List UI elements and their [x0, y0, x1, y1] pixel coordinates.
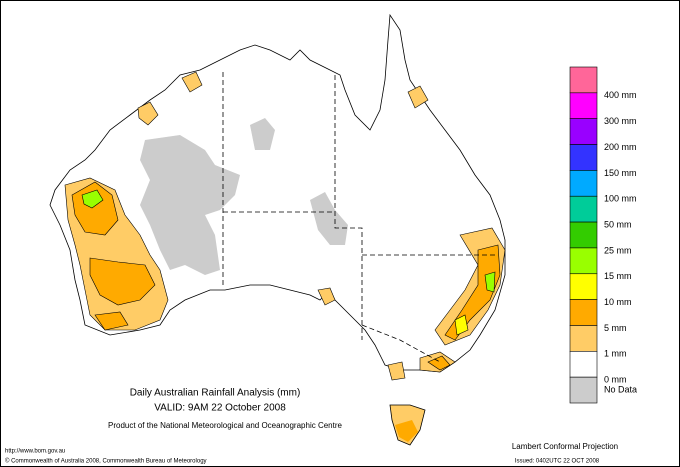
legend-label: 50 mm — [604, 219, 632, 229]
legend-swatch — [569, 273, 598, 300]
rainfall-areas — [64, 71, 506, 381]
legend-swatch — [569, 144, 598, 171]
product-note: Product of the National Meteorological a… — [108, 421, 342, 430]
legend-swatch — [569, 325, 598, 352]
legend-swatch — [569, 92, 598, 119]
legend-label: 300 mm — [604, 116, 637, 126]
mainland — [49, 13, 506, 373]
legend: 400 mm 300 mm 200 mm 150 mm 100 mm 50 mm 25 mm… — [569, 66, 637, 404]
legend-swatch — [569, 170, 598, 197]
valid-time: VALID: 9AM 22 October 2008 — [154, 403, 286, 414]
legend-swatch — [569, 118, 598, 145]
legend-label: 100 mm — [604, 194, 637, 204]
legend-swatch — [569, 376, 598, 404]
legend-label: 10 mm — [604, 297, 632, 307]
legend-label: 25 mm — [604, 245, 632, 255]
legend-swatch — [569, 221, 598, 249]
legend-label: 200 mm — [604, 142, 637, 152]
copyright: © Commonwealth of Australia 2008, Common… — [5, 458, 207, 465]
state-borders — [222, 72, 495, 363]
issued: Issued: 0402UTC 22 OCT 2008 — [515, 459, 600, 465]
legend-swatch — [569, 247, 598, 275]
map-title: Daily Australian Rainfall Analysis (mm) — [130, 388, 301, 399]
legend-label: 5 mm — [604, 323, 627, 333]
legend-label: 15 mm — [604, 271, 632, 281]
legend-label: 150 mm — [604, 168, 637, 178]
url: http://www.bom.gov.au — [5, 449, 65, 455]
legend-label: 1 mm — [604, 349, 627, 359]
legend-label: 0 mm — [604, 375, 627, 385]
legend-swatch — [569, 195, 598, 223]
legend-swatch — [569, 351, 598, 378]
legend-label: No Data — [604, 384, 637, 394]
legend-swatch — [569, 66, 598, 94]
tasmania-heavy — [395, 420, 418, 442]
legend-swatch — [569, 299, 598, 326]
legend-label: 400 mm — [604, 90, 637, 100]
no-data-areas — [140, 118, 348, 275]
projection: Lambert Conformal Projection — [512, 442, 618, 451]
